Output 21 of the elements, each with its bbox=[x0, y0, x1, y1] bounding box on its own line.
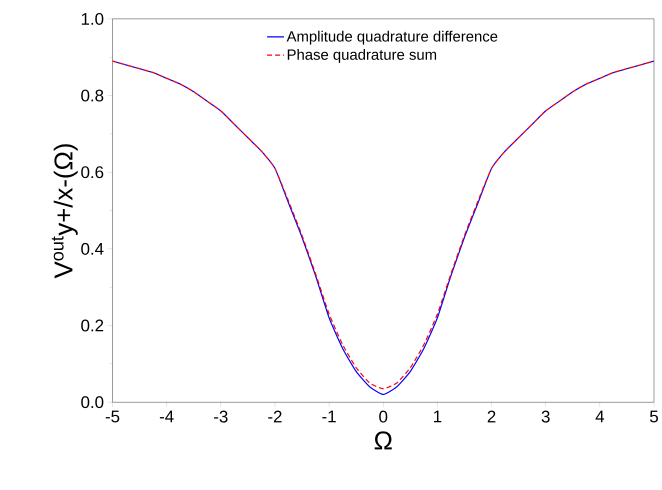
y-tick-label: 0.6 bbox=[81, 166, 104, 178]
x-tick-label: 0 bbox=[379, 410, 388, 423]
y-tick-label: 0.4 bbox=[81, 243, 104, 255]
x-tick-label: -2 bbox=[268, 410, 282, 423]
x-axis-title: Ω bbox=[374, 431, 392, 450]
legend-label: Amplitude quadrature difference bbox=[286, 30, 498, 45]
x-tick-label: 5 bbox=[650, 410, 658, 423]
y-axis-title: V$^{out}$y+/x-(Ω) bbox=[52, 144, 78, 278]
x-tick-label: 4 bbox=[596, 410, 604, 422]
legend-label: Phase quadrature sum bbox=[288, 49, 436, 63]
x-tick-label: -4 bbox=[160, 410, 174, 422]
x-tick-label: 2 bbox=[488, 410, 496, 423]
y-tick-label: 0.0 bbox=[81, 396, 104, 408]
x-tick-label: 3 bbox=[542, 410, 550, 423]
y-tick-label: 1.0 bbox=[82, 13, 104, 26]
y-tick-label: 0.2 bbox=[81, 320, 104, 332]
x-tick-label: -1 bbox=[322, 410, 336, 422]
x-tick-label: -5 bbox=[106, 410, 120, 423]
x-tick-label: 1 bbox=[434, 410, 442, 422]
y-tick-label: 0.8 bbox=[81, 90, 104, 102]
x-tick-label: -3 bbox=[214, 410, 228, 423]
